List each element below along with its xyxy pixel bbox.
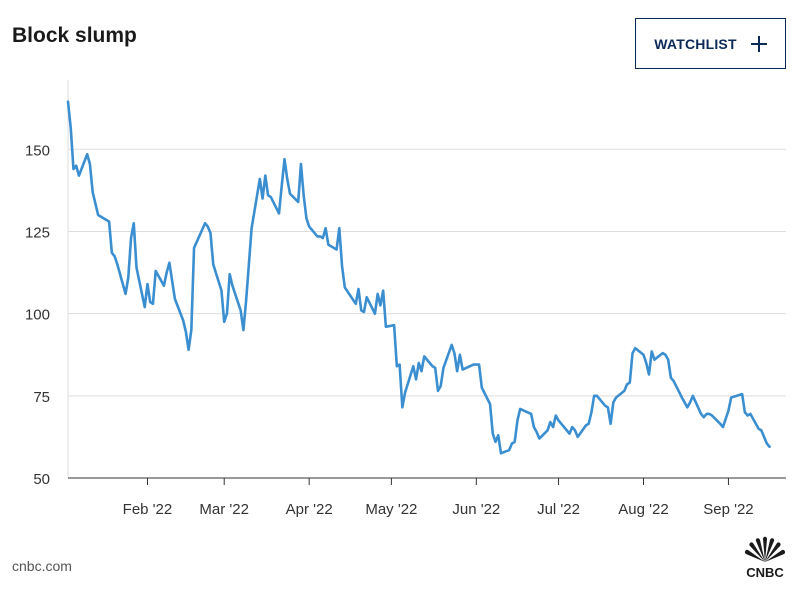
watchlist-button[interactable]: WATCHLIST — [635, 18, 786, 69]
x-tick-label: Sep '22 — [703, 501, 753, 518]
chart-title: Block slump — [12, 24, 137, 47]
y-tick-label: 125 — [25, 224, 50, 241]
line-chart: 50 75 100 125 150 Feb '22 Mar '22 Apr '22 May '2… — [25, 80, 786, 518]
x-tick-label: Jul '22 — [537, 501, 580, 518]
x-tick-label: May '22 — [365, 501, 417, 518]
x-tick-label: Mar '22 — [199, 501, 249, 518]
x-tick-label: Jun '22 — [452, 501, 500, 518]
y-tick-label: 75 — [33, 389, 50, 406]
x-tick-label: Feb '22 — [123, 501, 173, 518]
y-tick-label: 150 — [25, 142, 50, 159]
cnbc-logo-text: CNBC — [746, 565, 784, 580]
plus-icon — [750, 35, 767, 52]
y-tick-label: 100 — [25, 307, 50, 324]
watchlist-label: WATCHLIST — [654, 35, 737, 52]
source-label: cnbc.com — [12, 558, 72, 574]
cnbc-peacock-logo: CNBC — [744, 536, 786, 580]
x-tick-label: Apr '22 — [286, 501, 333, 518]
x-tick-label: Aug '22 — [618, 501, 668, 518]
series-line — [66, 100, 771, 455]
y-tick-label: 50 — [33, 471, 50, 488]
